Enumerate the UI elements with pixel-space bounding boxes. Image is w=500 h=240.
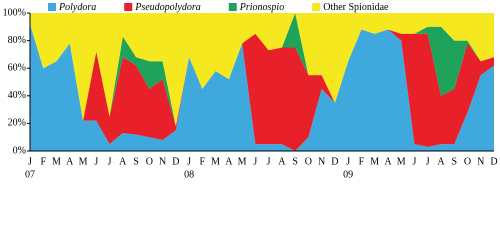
area — [30, 24, 494, 151]
year-label: 08 — [184, 169, 194, 180]
y-tick-label: 100% — [3, 7, 26, 18]
x-tick-label: M — [370, 156, 379, 167]
area — [30, 24, 494, 151]
x-tick-label: J — [28, 156, 32, 167]
x-tick-label: J — [108, 156, 112, 167]
x-tick-label: A — [437, 156, 445, 167]
x-tick-label: N — [318, 156, 325, 167]
area — [30, 13, 494, 127]
x-tick-label: J — [346, 156, 350, 167]
x-tick-label: A — [119, 156, 127, 167]
x-tick-label: D — [172, 156, 179, 167]
x-tick-label: D — [331, 156, 338, 167]
y-tick-label: 40% — [8, 90, 26, 101]
year-label: 09 — [343, 169, 353, 180]
legend-label: Other Spionidae — [323, 2, 389, 13]
y-tick-label: 60% — [8, 62, 26, 73]
x-tick-label: A — [278, 156, 286, 167]
x-tick-label: A — [66, 156, 74, 167]
x-tick-label: M — [397, 156, 406, 167]
legend-swatch — [124, 3, 133, 11]
x-tick-label: F — [359, 156, 365, 167]
x-tick-label: J — [187, 156, 191, 167]
x-tick-label: N — [477, 156, 484, 167]
x-tick-label: O — [146, 156, 153, 167]
x-tick-label: M — [211, 156, 220, 167]
x-tick-label: N — [159, 156, 166, 167]
y-tick-label: 0% — [13, 145, 26, 156]
x-tick-label: J — [253, 156, 257, 167]
x-tick-label: M — [52, 156, 61, 167]
legend-label: Polydora — [58, 2, 96, 13]
y-tick-label: 80% — [8, 35, 26, 46]
x-tick-label: M — [238, 156, 247, 167]
chart: 0%20%40%60%80%100%J F M A M J J A S O N D J F M A M J J A S O… — [3, 2, 498, 181]
legend-swatch — [228, 3, 237, 11]
legend-label: Pseudopolydora — [134, 2, 201, 13]
x-tick-label: O — [305, 156, 312, 167]
x-tick-label: O — [464, 156, 471, 167]
x-tick-label: A — [384, 156, 392, 167]
year-label: 07 — [25, 169, 35, 180]
x-tick-label: M — [79, 156, 88, 167]
x-tick-label: F — [40, 156, 46, 167]
x-tick-label: J — [267, 156, 271, 167]
x-tick-label: J — [413, 156, 417, 167]
x-tick-label: F — [200, 156, 206, 167]
x-tick-label: J — [94, 156, 98, 167]
x-tick-label: J — [426, 156, 430, 167]
x-tick-label: A — [225, 156, 233, 167]
y-tick-label: 20% — [8, 118, 26, 129]
legend-swatch — [48, 3, 56, 11]
legend-label: Prionospio — [239, 2, 284, 13]
x-tick-label: S — [292, 156, 298, 167]
x-tick-label: D — [490, 156, 497, 167]
legend-swatch — [312, 3, 321, 11]
x-tick-label: S — [451, 156, 457, 167]
x-tick-label: S — [133, 156, 139, 167]
